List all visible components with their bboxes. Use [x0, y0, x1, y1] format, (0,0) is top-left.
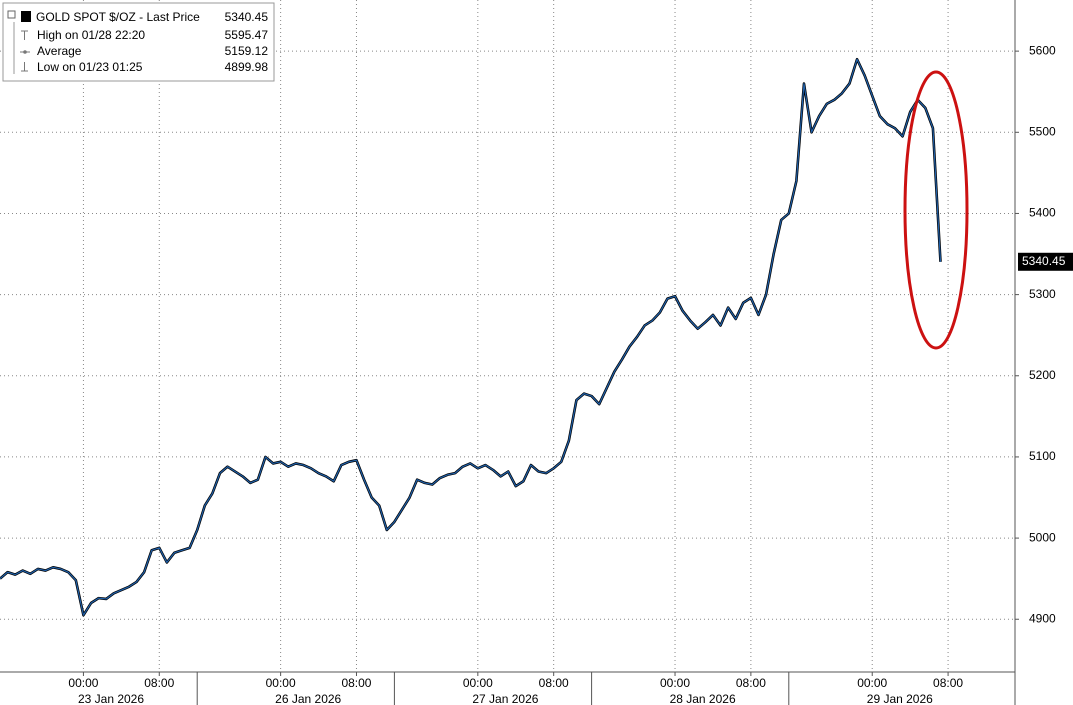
x-tick-label: 08:00	[341, 676, 371, 690]
legend-label: Low on 01/23 01:25	[37, 60, 143, 74]
x-tick-label: 00:00	[266, 676, 296, 690]
y-tick-label: 5500	[1029, 124, 1056, 138]
x-group-label: 29 Jan 2026	[867, 692, 933, 705]
x-group-label: 27 Jan 2026	[472, 692, 538, 705]
legend-toggle	[7, 10, 16, 19]
legend-low-icon	[21, 62, 28, 72]
highlight-ellipse	[903, 70, 969, 350]
y-tick-label: 5200	[1029, 368, 1056, 382]
legend-label: GOLD SPOT $/OZ - Last Price	[36, 10, 200, 24]
y-tick-label: 5100	[1029, 449, 1056, 463]
x-tick-label: 00:00	[660, 676, 690, 690]
legend-value: 4899.98	[225, 60, 269, 74]
legend-value: 5595.47	[225, 28, 269, 42]
y-tick-label: 5000	[1029, 530, 1056, 544]
last-price-tag	[1018, 252, 1073, 271]
x-group-label: 23 Jan 2026	[78, 692, 144, 705]
legend-high-icon	[21, 30, 28, 40]
y-tick-label: 4900	[1029, 611, 1056, 625]
x-tick-label: 08:00	[736, 676, 766, 690]
x-tick-label: 00:00	[857, 676, 887, 690]
legend-box	[2, 2, 275, 82]
legend-label: Average	[37, 44, 82, 58]
grid	[0, 0, 1019, 676]
x-tick-label: 08:00	[933, 676, 963, 690]
legend-label: High on 01/28 22:20	[37, 28, 145, 42]
x-tick-label: 08:00	[144, 676, 174, 690]
y-tick-label: 5600	[1029, 43, 1056, 57]
y-tick-label: 5400	[1029, 206, 1056, 220]
legend-swatch	[21, 11, 31, 22]
legend: GOLD SPOT $/OZ - Last Price 5340.45 High o…	[2, 2, 275, 82]
y-tick-label: 5300	[1029, 287, 1056, 301]
x-tick-label: 00:00	[68, 676, 98, 690]
legend-value: 5340.45	[225, 10, 269, 24]
legend-average-dot	[23, 50, 27, 54]
plot	[0, 57, 942, 617]
price-line	[0, 58, 942, 616]
x-tick-label: 08:00	[539, 676, 569, 690]
x-group-label: 26 Jan 2026	[275, 692, 341, 705]
last-price-label: 5340.45	[1022, 254, 1066, 268]
x-group-label: 28 Jan 2026	[670, 692, 736, 705]
x-tick-label: 00:00	[463, 676, 493, 690]
legend-value: 5159.12	[225, 44, 269, 58]
